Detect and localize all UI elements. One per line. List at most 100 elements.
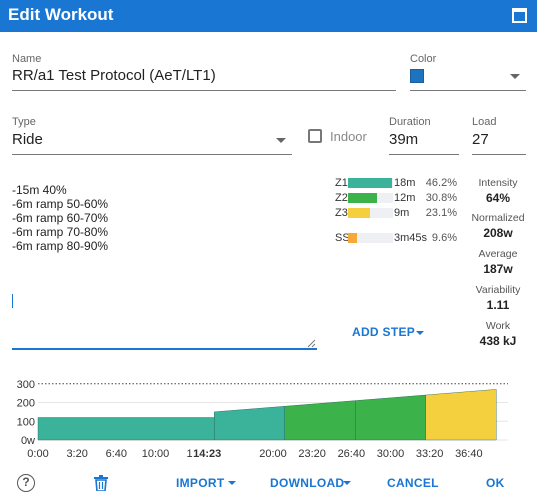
zone-bar-track	[348, 208, 393, 218]
x-tick-label: 26:40	[338, 448, 366, 460]
y-tick-label: 100	[17, 416, 35, 428]
stat-intensity: Intensity 64%	[468, 177, 528, 205]
x-tick-label: 1	[187, 448, 193, 460]
duration-underline	[389, 154, 459, 155]
stat-normalized: Normalized 208w	[468, 212, 528, 240]
y-tick-label: 300	[17, 379, 35, 391]
zone-bar-track	[348, 193, 393, 203]
duration-field[interactable]: 39m	[389, 131, 419, 148]
step-line: -15m 40%	[12, 183, 67, 197]
power-segment	[37, 417, 215, 441]
stat-value: 208w	[483, 226, 513, 240]
stat-label: Variability	[475, 284, 521, 296]
type-select[interactable]: Ride	[12, 131, 43, 148]
stat-value: 1.11	[486, 298, 510, 312]
stat-value: 187w	[483, 262, 513, 276]
zone-label: SS	[335, 232, 350, 244]
color-label: Color	[410, 53, 437, 65]
zone-label: Z1	[335, 177, 348, 189]
step-line: -6m ramp 60-70%	[12, 211, 109, 225]
zone-time: 9m	[394, 207, 410, 219]
name-field[interactable]: RR/a1 Test Protocol (AeT/LT1)	[12, 67, 216, 84]
zone-time: 18m	[394, 177, 416, 189]
step-line: -6m ramp 70-80%	[12, 225, 109, 239]
zone-bar	[348, 208, 370, 218]
zone-percent: 46.2%	[425, 177, 457, 189]
steps-textarea[interactable]: -15m 40% -6m ramp 50-60% -6m ramp 60-70%…	[12, 183, 317, 349]
download-dropdown-icon[interactable]	[343, 481, 351, 485]
load-underline	[472, 154, 526, 155]
zone-bar	[348, 233, 357, 243]
trash-icon[interactable]	[94, 475, 108, 491]
color-picker[interactable]	[410, 69, 424, 83]
y-tick-label: 0w	[21, 435, 35, 447]
zone-percent: 30.8%	[425, 192, 457, 204]
power-segment	[284, 400, 356, 441]
import-button[interactable]: IMPORT	[176, 476, 225, 490]
type-label: Type	[12, 116, 36, 128]
name-label: Name	[12, 53, 42, 65]
stat-label: Average	[478, 248, 518, 260]
zone-label: Z3	[335, 207, 348, 219]
zone-bar-track	[348, 178, 393, 188]
x-tick-label: 0:00	[27, 448, 48, 460]
resize-grip-icon[interactable]	[307, 339, 316, 348]
load-label: Load	[472, 116, 497, 128]
x-tick-label: 3:20	[66, 448, 87, 460]
help-icon[interactable]: ?	[17, 474, 35, 492]
stat-label: Normalized	[471, 212, 525, 224]
zone-bar	[348, 193, 377, 203]
step-line: -6m ramp 80-90%	[12, 239, 109, 253]
indoor-checkbox[interactable]	[308, 129, 322, 143]
chart-y-ticks: 0w 100 200 300	[17, 379, 35, 447]
power-segment	[425, 389, 497, 441]
y-tick-label: 200	[17, 398, 35, 410]
stat-label: Intensity	[478, 177, 518, 189]
chart-areas	[37, 389, 497, 441]
x-tick-label: 23:20	[298, 448, 326, 460]
chart-x-ticks: 0:00 3:20 6:40 10:00 1 14:23 20:00 23:20 26:40 30…	[27, 448, 482, 460]
stat-value: 438 kJ	[479, 334, 517, 348]
x-tick-label: 10:00	[142, 448, 170, 460]
import-dropdown-icon[interactable]	[228, 481, 236, 485]
workout-chart: 0w 100 200 300 0:00 3:20 6:40 10:00 1 14:23 20:00…	[17, 379, 508, 460]
load-field[interactable]: 27	[472, 131, 489, 148]
zone-time: 12m	[394, 192, 416, 204]
name-underline	[12, 90, 396, 91]
maximize-icon[interactable]	[512, 8, 527, 23]
add-step-dropdown-icon[interactable]	[416, 331, 424, 335]
x-tick-label: 6:40	[106, 448, 127, 460]
color-dropdown-icon[interactable]	[510, 74, 520, 79]
x-tick-label: 20:00	[259, 448, 287, 460]
x-tick-label: 36:40	[455, 448, 483, 460]
ok-button[interactable]: OK	[486, 476, 505, 490]
power-segment	[355, 394, 426, 441]
x-tick-label: 14:23	[193, 448, 221, 460]
zone-bar-track	[348, 233, 393, 243]
color-underline	[410, 90, 526, 91]
stat-average: Average 187w	[468, 248, 528, 276]
stat-variability: Variability 1.11	[468, 284, 528, 312]
zone-label: Z2	[335, 192, 348, 204]
zone-percent: 23.1%	[425, 207, 457, 219]
duration-label: Duration	[389, 116, 431, 128]
zone-bar	[348, 178, 392, 188]
power-segment	[214, 406, 285, 441]
step-line: -6m ramp 50-60%	[12, 197, 109, 211]
zone-percent: 9.6%	[431, 232, 457, 244]
zone-time: 3m45s	[394, 232, 428, 244]
cancel-button[interactable]: CANCEL	[387, 476, 439, 490]
indoor-label: Indoor	[330, 129, 367, 144]
type-underline	[12, 154, 292, 155]
stat-work: Work 438 kJ	[468, 320, 528, 348]
dialog-titlebar: Edit Workout	[0, 0, 537, 32]
type-dropdown-icon[interactable]	[276, 138, 286, 143]
stat-value: 64%	[485, 191, 511, 205]
text-cursor	[12, 294, 13, 308]
add-step-button[interactable]: ADD STEP	[352, 325, 416, 339]
download-button[interactable]: DOWNLOAD	[270, 476, 345, 490]
dialog-title: Edit Workout	[8, 5, 114, 24]
x-tick-label: 33:20	[416, 448, 444, 460]
steps-underline	[12, 348, 317, 350]
x-tick-label: 30:00	[377, 448, 405, 460]
